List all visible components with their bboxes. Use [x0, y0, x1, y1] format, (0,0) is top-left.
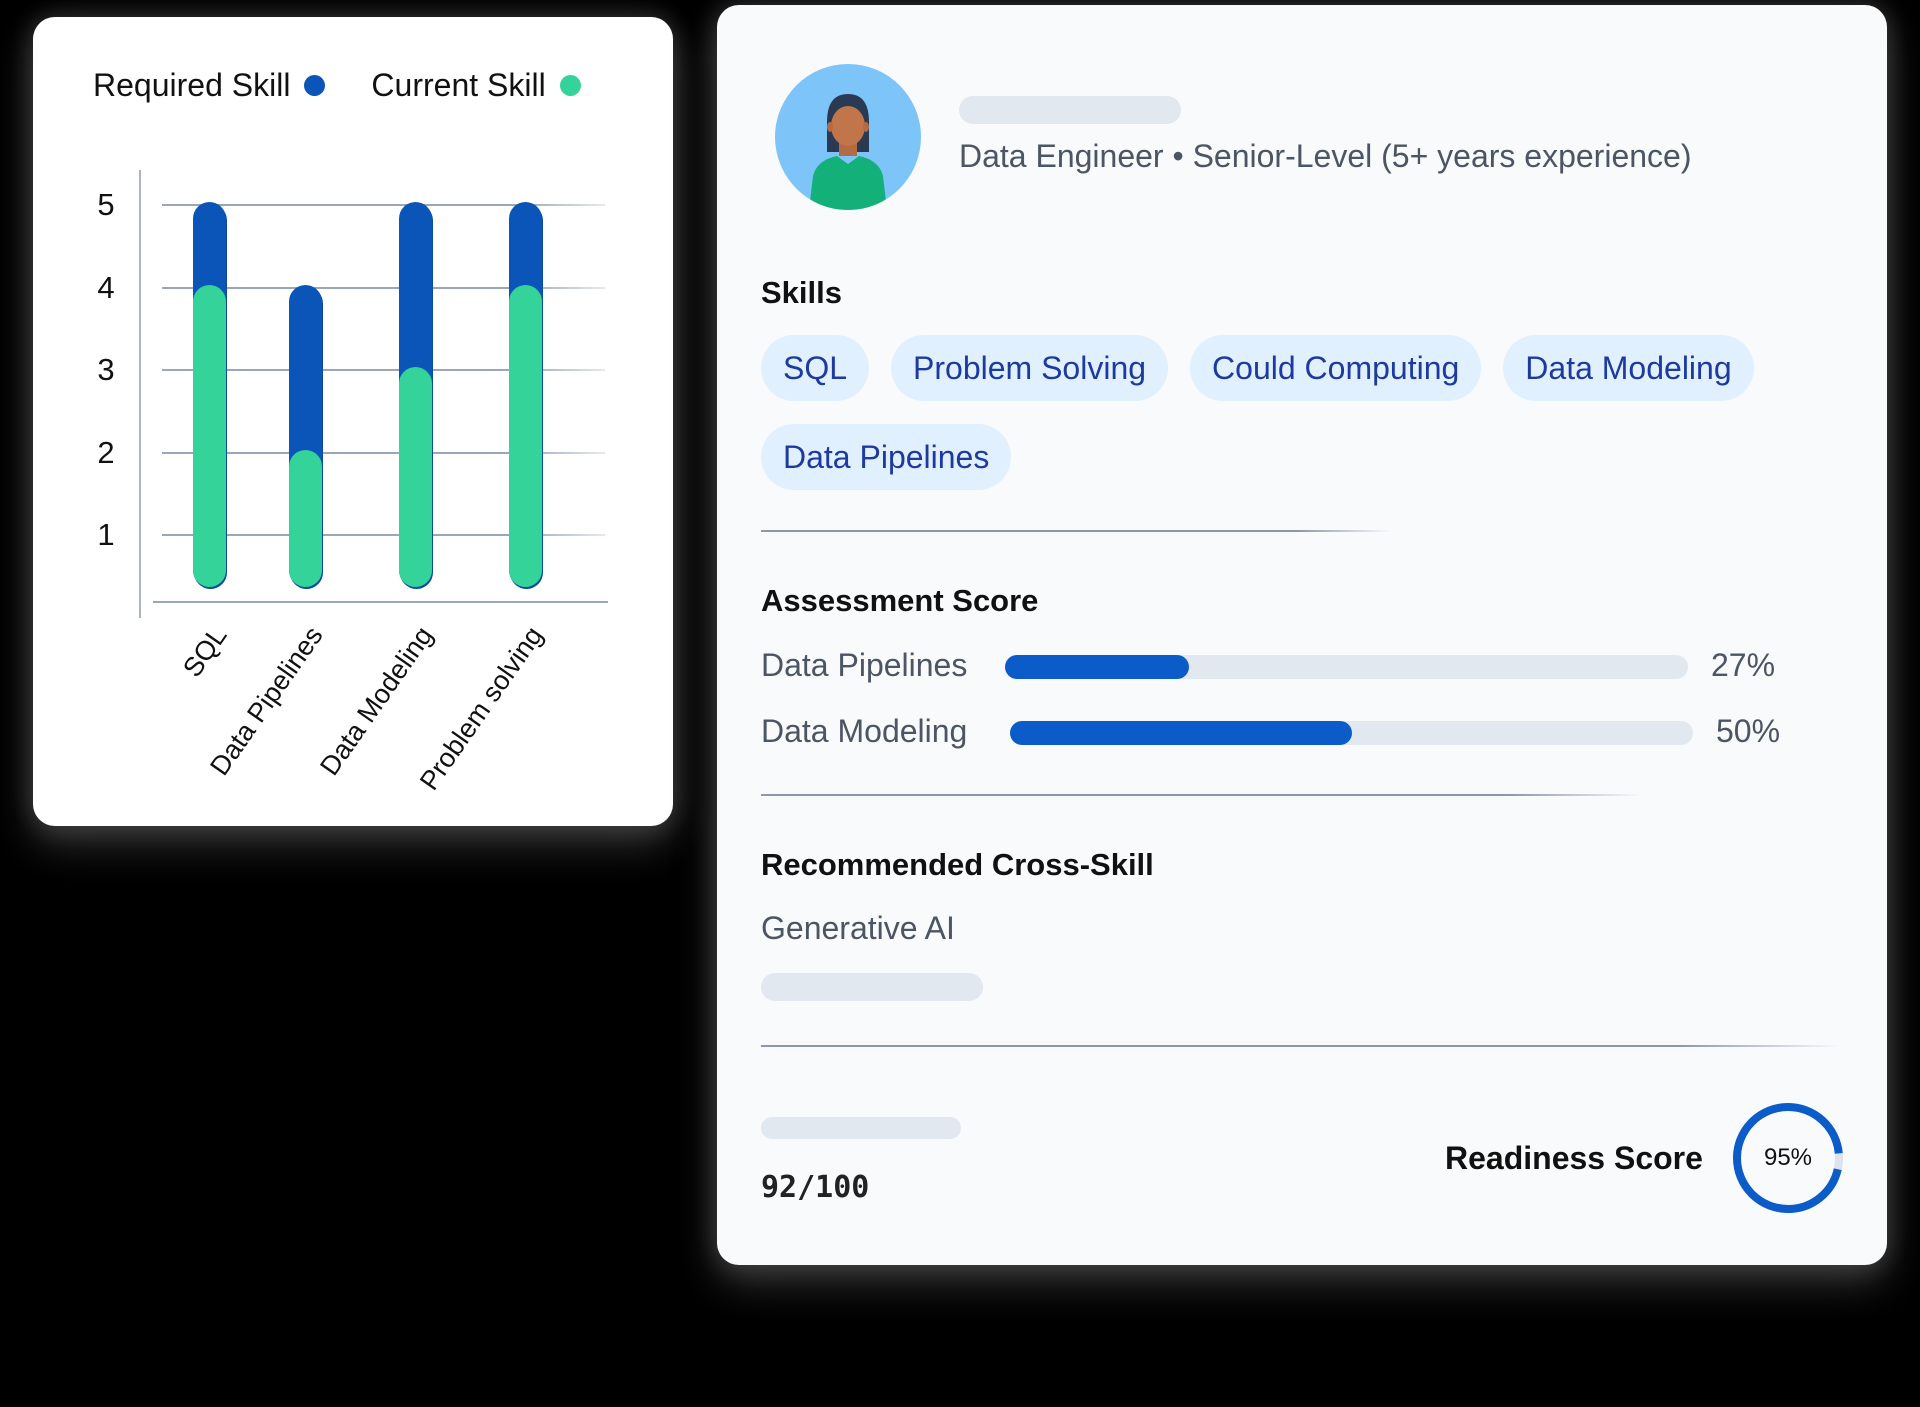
current-skill-bar: [399, 367, 432, 587]
skill-chip[interactable]: Could Computing: [1190, 335, 1482, 401]
readiness-score-value: 95%: [1763, 1144, 1813, 1171]
total-score: 92/100: [761, 1170, 870, 1205]
y-tick-label: 1: [97, 517, 115, 552]
assessment-score-heading: Assessment Score: [761, 583, 1039, 618]
assessment-label: Data Modeling: [761, 713, 968, 749]
current-skill-bar: [193, 284, 226, 587]
assessment-label: Data Pipelines: [761, 647, 968, 683]
y-tick-label: 4: [97, 270, 115, 305]
x-tick-label: Problem solving: [413, 621, 549, 796]
avatar: [775, 64, 921, 210]
assessment-percent: 27%: [1711, 647, 1776, 683]
skill-chip[interactable]: Data Pipelines: [761, 424, 1012, 490]
y-tick-label: 5: [97, 187, 115, 222]
legend-label-required: Required Skill: [93, 67, 291, 103]
readiness-ring-icon: [1733, 1103, 1843, 1213]
current-skill-bar: [289, 449, 322, 587]
legend-label-current: Current Skill: [371, 67, 546, 103]
skill-chip[interactable]: SQL: [761, 335, 870, 401]
x-tick-label: SQL: [177, 621, 233, 683]
x-tick-label: Data Modeling: [314, 621, 439, 781]
chart-legend: Required Skill Current Skill: [93, 67, 581, 104]
assessment-progress-fill: [1005, 655, 1190, 679]
y-tick-label: 3: [97, 352, 115, 387]
assessment-percent: 50%: [1716, 713, 1781, 749]
gridline-2: [162, 452, 605, 454]
skills-chip-list: SQL Problem Solving Could Computing Data…: [761, 335, 1851, 490]
skill-gap-chart-card: Required Skill Current Skill 5 4 3 2 1 S…: [33, 17, 673, 826]
gridline-3: [162, 369, 605, 371]
section-divider: [761, 794, 1641, 796]
legend-item-required: Required Skill: [93, 67, 326, 104]
legend-dot-current-icon: [559, 75, 581, 96]
current-skill-bar: [509, 284, 542, 587]
cross-skill-value: Generative AI: [761, 910, 955, 946]
name-placeholder-bar: [959, 96, 1181, 124]
section-divider: [761, 1045, 1841, 1047]
skills-heading: Skills: [761, 275, 842, 310]
assessment-progress-fill: [1010, 721, 1352, 745]
y-axis-line: [139, 170, 141, 618]
skill-chip[interactable]: Problem Solving: [891, 335, 1169, 401]
legend-item-current: Current Skill: [371, 67, 581, 104]
assessment-row-data-pipelines: Data Pipelines: [761, 647, 967, 684]
readiness-score-label: Readiness Score: [1445, 1140, 1703, 1176]
skill-chip[interactable]: Data Modeling: [1503, 335, 1754, 401]
person-avatar-icon: [809, 94, 887, 210]
score-placeholder-bar: [761, 1117, 961, 1139]
y-tick-label: 2: [97, 435, 115, 470]
assessment-progress-bar: [1005, 655, 1688, 679]
gridline-1: [162, 534, 605, 536]
legend-dot-required-icon: [304, 75, 326, 96]
candidate-profile-card: Data Engineer • Senior-Level (5+ years e…: [717, 5, 1887, 1265]
assessment-progress-bar: [1010, 721, 1693, 745]
section-divider: [761, 530, 1391, 532]
role-subtitle: Data Engineer • Senior-Level (5+ years e…: [959, 138, 1692, 174]
cross-skill-heading: Recommended Cross-Skill: [761, 847, 1154, 882]
gridline-5: [162, 204, 605, 206]
cross-skill-placeholder-bar: [761, 973, 983, 1001]
assessment-row-data-modeling: Data Modeling: [761, 713, 967, 750]
x-axis-line: [153, 601, 608, 603]
gridline-4: [162, 287, 605, 289]
